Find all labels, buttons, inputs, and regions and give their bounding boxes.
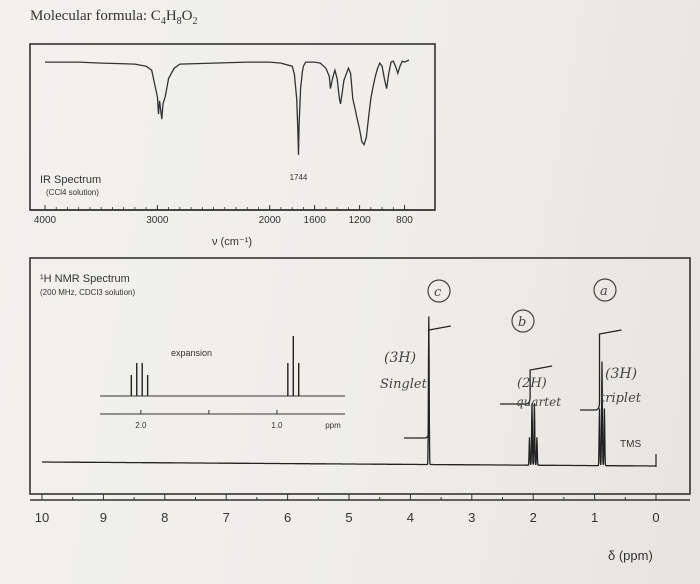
peak-b-multiplicity: quartet [516,395,561,409]
peak-a-circle [593,278,617,302]
inset-tick-label-2: ppm [325,421,341,430]
peak-c-multiplicity: Singlet [380,377,428,392]
nmr-plot: 10 9 8 7 6 5 4 3 2 1 02.0 1.0 ppm [30,316,690,525]
nmr-tick-label-2: 8 [161,510,168,525]
nmr-tick-label-1: 9 [100,510,107,525]
ir-trace [45,59,410,155]
integral-b [500,365,553,405]
nmr-subtitle: (200 MHz, CDCl3 solution) [40,288,135,297]
nmr-tick-label-10: 0 [652,510,659,525]
inset-label: expansion [171,348,212,358]
ir-tick-label-1: 3000 [146,215,169,226]
ir-xlabel: ν (cm⁻¹) [212,236,252,248]
inset-tick-label-0: 2.0 [135,421,147,430]
ir-tick-label-2: 2000 [259,215,282,226]
nmr-tick-label-5: 5 [345,510,352,525]
peak-c-integration: (3H) [384,350,416,366]
tms-label: TMS [620,439,641,450]
integral-a [580,329,622,411]
peak-b-circle [511,309,535,333]
nmr-tick-label-4: 6 [284,510,291,525]
inset-tick-label-1: 1.0 [271,421,283,430]
peak-a-letter: a [600,284,608,299]
peak-c-letter: c [434,285,442,300]
nmr-tick-label-0: 10 [35,510,49,525]
ir-title: IR Spectrum [40,174,101,186]
ir-tick-label-4: 1200 [348,215,371,226]
integral-c [404,325,451,439]
formula-value: C4H8O2 [150,8,198,27]
formula-prefix: Molecular formula: [30,8,151,24]
nmr-tick-label-3: 7 [223,510,230,525]
ir-tick-label-5: 800 [396,215,413,226]
nmr-frame [29,257,691,495]
peak-a-integration: (3H) [605,366,637,382]
peak-b-integration: (2H) [517,376,547,391]
nmr-trace [42,316,656,467]
ir-subtitle: (CCl4 solution) [46,188,99,197]
ir-plot: 4000 3000 2000 1600 1200 800 1744 [30,59,435,226]
nmr-xlabel: δ (ppm) [608,548,653,563]
ir-tick-label-3: 1600 [304,215,327,226]
nmr-tick-label-6: 4 [407,510,414,525]
ir-tick-label-0: 4000 [34,215,57,226]
ir-annotation-0: 1744 [290,173,308,182]
nmr-title: ¹H NMR Spectrum [40,273,130,285]
peak-c-circle [427,279,451,303]
nmr-tick-label-9: 1 [591,510,598,525]
peak-b-letter: b [518,315,526,330]
nmr-tick-label-7: 3 [468,510,475,525]
peak-a-multiplicity: triplet [600,391,642,406]
nmr-tick-label-8: 2 [530,510,537,525]
molecular-formula: Molecular formula: C4H8O2 [30,8,198,27]
